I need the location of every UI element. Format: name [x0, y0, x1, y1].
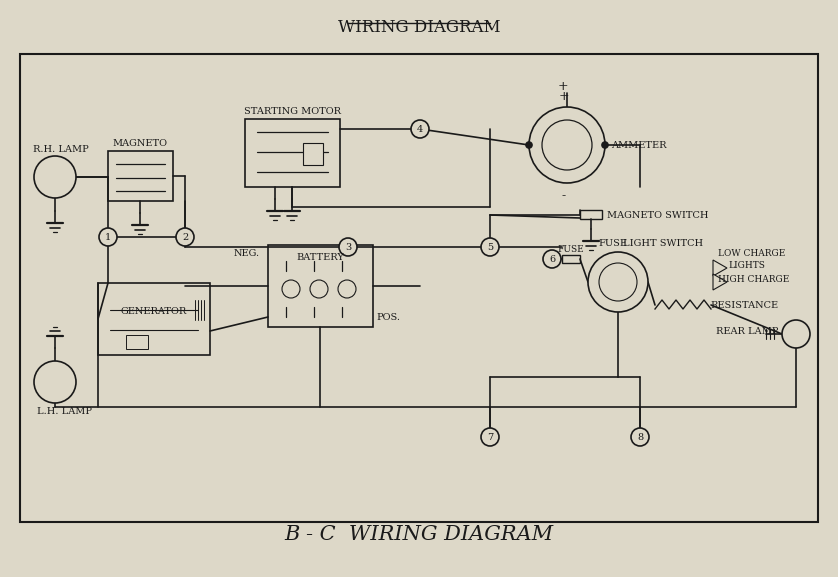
Bar — [621, 268, 626, 273]
Bar — [20, 54, 818, 522]
Text: BATTERY: BATTERY — [296, 253, 344, 261]
Circle shape — [631, 428, 649, 446]
Bar — [108, 151, 173, 201]
Circle shape — [602, 142, 608, 148]
Text: LIGHTS: LIGHTS — [728, 260, 765, 269]
Bar — [580, 210, 602, 219]
Text: POS.: POS. — [376, 313, 400, 321]
Circle shape — [338, 280, 356, 298]
Polygon shape — [713, 274, 727, 290]
Text: 8: 8 — [637, 433, 643, 441]
Bar — [621, 280, 626, 285]
Text: 7: 7 — [487, 433, 493, 441]
Text: WIRING DIAGRAM: WIRING DIAGRAM — [338, 19, 500, 36]
Circle shape — [310, 280, 328, 298]
Text: 2: 2 — [182, 233, 188, 242]
Text: R.H. LAMP: R.H. LAMP — [33, 144, 89, 153]
Text: RESISTANCE: RESISTANCE — [710, 301, 779, 309]
Circle shape — [34, 361, 76, 403]
Circle shape — [481, 238, 499, 256]
Text: LOW CHARGE: LOW CHARGE — [718, 249, 785, 258]
Circle shape — [99, 228, 117, 246]
Circle shape — [526, 142, 532, 148]
Text: AMMETER: AMMETER — [611, 141, 666, 149]
Text: -: - — [562, 189, 566, 203]
Text: GENERATOR: GENERATOR — [121, 306, 187, 316]
Circle shape — [339, 238, 357, 256]
Circle shape — [588, 252, 648, 312]
Circle shape — [411, 120, 429, 138]
Circle shape — [481, 428, 499, 446]
Text: LIGHT SWITCH: LIGHT SWITCH — [623, 238, 703, 248]
Text: 1: 1 — [105, 233, 111, 242]
Bar — [610, 280, 615, 285]
Text: HIGH CHARGE: HIGH CHARGE — [718, 275, 789, 284]
Text: REAR LAMP: REAR LAMP — [716, 328, 779, 336]
Bar — [562, 255, 580, 263]
Circle shape — [543, 250, 561, 268]
Bar — [610, 292, 615, 297]
Text: 6: 6 — [549, 254, 555, 264]
Bar — [621, 292, 626, 297]
Polygon shape — [713, 260, 727, 276]
Text: L.H. LAMP: L.H. LAMP — [37, 407, 92, 417]
Text: STARTING MOTOR: STARTING MOTOR — [244, 107, 340, 115]
Circle shape — [529, 107, 605, 183]
Circle shape — [542, 120, 592, 170]
Text: 5: 5 — [487, 242, 493, 252]
Bar — [126, 335, 148, 349]
Text: B - C  WIRING DIAGRAM: B - C WIRING DIAGRAM — [284, 526, 554, 545]
Text: 4: 4 — [416, 125, 423, 133]
Text: MAGNETO SWITCH: MAGNETO SWITCH — [607, 211, 708, 219]
Text: 3: 3 — [345, 242, 351, 252]
Text: FUSE: FUSE — [598, 238, 627, 248]
Circle shape — [599, 263, 637, 301]
Bar — [98, 283, 210, 355]
Bar — [303, 143, 323, 165]
Circle shape — [176, 228, 194, 246]
Bar — [268, 245, 373, 327]
Text: FUSE: FUSE — [557, 245, 584, 253]
Circle shape — [282, 280, 300, 298]
Circle shape — [34, 156, 76, 198]
Text: +: + — [559, 91, 569, 103]
Bar — [610, 268, 615, 273]
Text: +: + — [557, 81, 568, 93]
Text: MAGNETO: MAGNETO — [112, 138, 168, 148]
Bar — [245, 119, 340, 187]
Text: NEG.: NEG. — [234, 249, 260, 257]
Circle shape — [782, 320, 810, 348]
